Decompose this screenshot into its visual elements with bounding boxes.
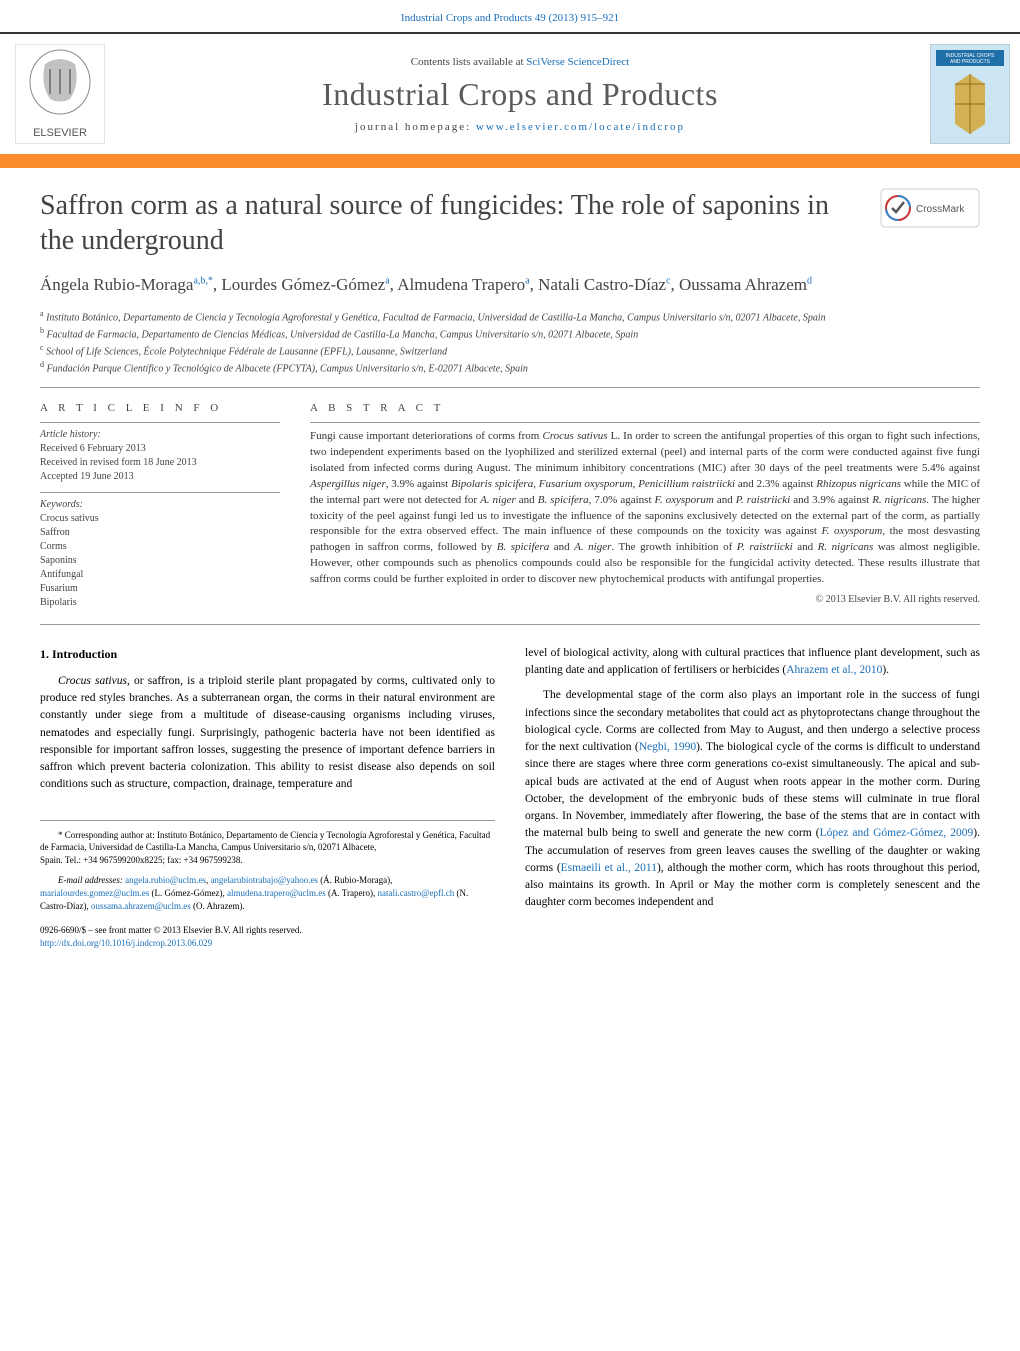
body-left-column: 1. Introduction Crocus sativus, or saffr… [40, 645, 495, 950]
homepage-link[interactable]: www.elsevier.com/locate/indcrop [476, 121, 685, 133]
keyword: Antifungal [40, 568, 280, 582]
affiliation-line: a Instituto Botánico, Departamento de Ci… [40, 308, 980, 325]
article-info: A R T I C L E I N F O Article history: R… [40, 402, 280, 610]
history-line: Received 6 February 2013 [40, 442, 280, 456]
article-info-heading: A R T I C L E I N F O [40, 402, 280, 414]
sciencedirect-link[interactable]: SciVerse ScienceDirect [526, 56, 629, 68]
copyright-line: 0926-6690/$ – see front matter © 2013 El… [40, 924, 495, 937]
journal-cover[interactable]: INDUSTRIAL CROPS AND PRODUCTS [920, 34, 1020, 154]
keyword: Saffron [40, 526, 280, 540]
affiliation-line: b Facultad de Farmacia, Departamento de … [40, 325, 980, 342]
keyword: Saponins [40, 554, 280, 568]
footer-meta: 0926-6690/$ – see front matter © 2013 El… [40, 924, 495, 949]
header-center: Contents lists available at SciVerse Sci… [120, 34, 920, 154]
contents-prefix: Contents lists available at [411, 56, 526, 68]
doi-link[interactable]: http://dx.doi.org/10.1016/j.indcrop.2013… [40, 938, 212, 948]
body-left-text: Crocus sativus, or saffron, is a triploi… [40, 673, 495, 794]
abstract: A B S T R A C T Fungi cause important de… [310, 402, 980, 610]
svg-text:CrossMark: CrossMark [916, 204, 965, 215]
authors: Ángela Rubio-Moragaa,b,*, Lourdes Gómez-… [40, 272, 980, 298]
elsevier-logo[interactable]: ELSEVIER [0, 34, 120, 154]
orange-divider [0, 156, 1020, 168]
keyword: Bipolaris [40, 596, 280, 610]
keywords-label: Keywords: [40, 499, 280, 510]
homepage-prefix: journal homepage: [355, 121, 476, 133]
affiliation-line: c School of Life Sciences, École Polytec… [40, 342, 980, 359]
body-right-column: level of biological activity, along with… [525, 645, 980, 950]
affiliation-line: d Fundación Parque Científico y Tecnológ… [40, 359, 980, 376]
affiliations: a Instituto Botánico, Departamento de Ci… [40, 308, 980, 388]
svg-text:ELSEVIER: ELSEVIER [33, 127, 87, 139]
keyword: Crocus sativus [40, 512, 280, 526]
crossmark-badge[interactable]: CrossMark [880, 188, 980, 233]
history-line: Accepted 19 June 2013 [40, 470, 280, 484]
journal-name: Industrial Crops and Products [120, 76, 920, 113]
history-label: Article history: [40, 429, 280, 440]
abstract-heading: A B S T R A C T [310, 402, 980, 414]
journal-citation[interactable]: Industrial Crops and Products 49 (2013) … [0, 0, 1020, 32]
keyword: Fusarium [40, 582, 280, 596]
section-heading: 1. Introduction [40, 645, 495, 663]
svg-text:AND PRODUCTS: AND PRODUCTS [950, 59, 991, 65]
journal-homepage-line: journal homepage: www.elsevier.com/locat… [120, 121, 920, 133]
abstract-text: Fungi cause important deteriorations of … [310, 429, 980, 588]
abstract-copyright: © 2013 Elsevier B.V. All rights reserved… [310, 594, 980, 605]
history-line: Received in revised form 18 June 2013 [40, 456, 280, 470]
corresponding-footnotes: * Corresponding author at: Instituto Bot… [40, 820, 495, 913]
keyword: Corms [40, 540, 280, 554]
article-title: Saffron corm as a natural source of fung… [40, 188, 860, 258]
journal-header: ELSEVIER Contents lists available at Sci… [0, 32, 1020, 156]
contents-list-line: Contents lists available at SciVerse Sci… [120, 56, 920, 68]
